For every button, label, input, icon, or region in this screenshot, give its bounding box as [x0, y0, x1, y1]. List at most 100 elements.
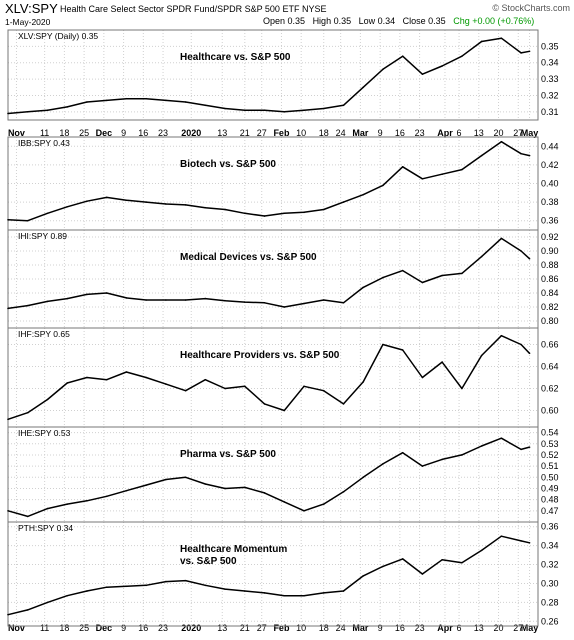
y-tick-label: 0.38 [541, 197, 559, 207]
x-tick-label-bottom: 23 [415, 623, 425, 633]
y-tick-label: 0.36 [541, 216, 559, 226]
data-point [165, 383, 167, 385]
x-tick-label-top: 10 [296, 128, 306, 138]
data-point [421, 281, 424, 284]
data-point [263, 215, 266, 217]
data-point [480, 354, 483, 357]
data-point [362, 476, 365, 479]
panel-title: Healthcare vs. S&P 500 [180, 52, 291, 63]
data-point [401, 165, 404, 168]
data-point [7, 307, 9, 310]
ticker-symbol: XLV:SPY [5, 1, 58, 16]
data-point [500, 237, 503, 240]
x-tick-label-bottom: 13 [474, 623, 484, 633]
data-point [105, 99, 108, 102]
data-point [204, 206, 207, 209]
data-point [105, 292, 108, 294]
y-tick-label: 0.82 [541, 302, 559, 312]
data-point [263, 109, 266, 111]
data-point [7, 510, 9, 512]
data-point [46, 109, 49, 111]
data-point [46, 300, 49, 303]
data-point [105, 378, 108, 381]
x-tick-label-bottom: 23 [158, 623, 168, 633]
x-tick-label-top: 11 [40, 128, 49, 138]
data-point [421, 376, 424, 379]
data-point [105, 586, 108, 589]
data-point [461, 561, 463, 564]
data-point [204, 378, 207, 381]
x-tick-label-bottom: Mar [352, 623, 369, 633]
data-point [66, 382, 69, 384]
y-tick-label: 0.84 [541, 288, 559, 298]
data-point [224, 387, 226, 390]
data-point [500, 37, 503, 39]
x-tick-label-bottom: 21 [240, 623, 250, 633]
data-point [145, 376, 147, 379]
x-tick-label-bottom: 9 [121, 623, 126, 633]
data-point [105, 495, 108, 498]
data-point [86, 499, 88, 502]
data-point [362, 86, 365, 89]
quote-date: 1-May-2020 [5, 17, 51, 27]
data-point [461, 55, 463, 57]
ohlc-readout: Open 0.35 High 0.35 Low 0.34 Close 0.35 … [263, 16, 539, 26]
data-point [322, 503, 325, 505]
panel-border [7, 426, 539, 523]
data-point [26, 609, 29, 611]
x-tick-label-top: 6 [457, 128, 462, 138]
data-point [528, 154, 531, 157]
data-point [7, 613, 9, 616]
data-point [46, 601, 49, 604]
data-point [165, 580, 167, 583]
change-value: Chg +0.00 (+0.76%) [453, 16, 535, 26]
data-point [263, 492, 266, 494]
x-tick-label-bottom: 6 [457, 623, 462, 633]
data-point [441, 361, 443, 363]
data-point [244, 385, 246, 388]
data-point [461, 387, 463, 390]
data-point [528, 50, 531, 53]
series-line [7, 334, 531, 421]
data-point [322, 299, 325, 301]
data-point [244, 590, 246, 592]
data-point [421, 178, 424, 180]
data-point [184, 299, 187, 301]
data-point [520, 448, 522, 451]
x-tick-label-top: 23 [415, 128, 425, 138]
x-tick-label-top: 27 [257, 128, 267, 138]
y-tick-label: 0.33 [541, 74, 559, 84]
data-point [66, 594, 69, 597]
data-point [362, 193, 365, 196]
data-point [244, 301, 246, 303]
data-point [165, 99, 167, 102]
data-point [480, 40, 483, 43]
data-point [342, 590, 345, 592]
y-tick-label: 0.32 [541, 90, 559, 100]
data-point [303, 109, 305, 111]
data-point [401, 451, 404, 454]
x-tick-label-top: Dec [96, 128, 113, 138]
fund-name: Health Care Select Sector SPDR Fund/SPDR… [60, 4, 326, 14]
data-point [125, 489, 128, 492]
panel-title: Biotech vs. S&P 500 [180, 159, 276, 170]
x-tick-label-bottom: 25 [79, 623, 89, 633]
data-point [244, 109, 246, 111]
x-tick-label-top: Feb [273, 128, 290, 138]
panel-border [7, 521, 539, 627]
data-point [86, 376, 88, 379]
y-tick-label: 0.86 [541, 274, 559, 284]
x-tick-label-top: 13 [217, 128, 227, 138]
data-point [362, 286, 365, 289]
y-tick-label: 0.47 [541, 506, 559, 516]
series-line [7, 535, 530, 616]
data-point [500, 535, 503, 537]
data-point [263, 403, 266, 405]
x-tick-label-bottom: Apr [437, 623, 453, 633]
data-point [145, 584, 147, 587]
series-line [7, 140, 530, 222]
data-point [528, 542, 531, 544]
chart-header: XLV:SPY Health Care Select Sector SPDR F… [0, 0, 574, 30]
data-point [263, 302, 266, 304]
x-tick-label-bottom: 27 [513, 623, 523, 633]
